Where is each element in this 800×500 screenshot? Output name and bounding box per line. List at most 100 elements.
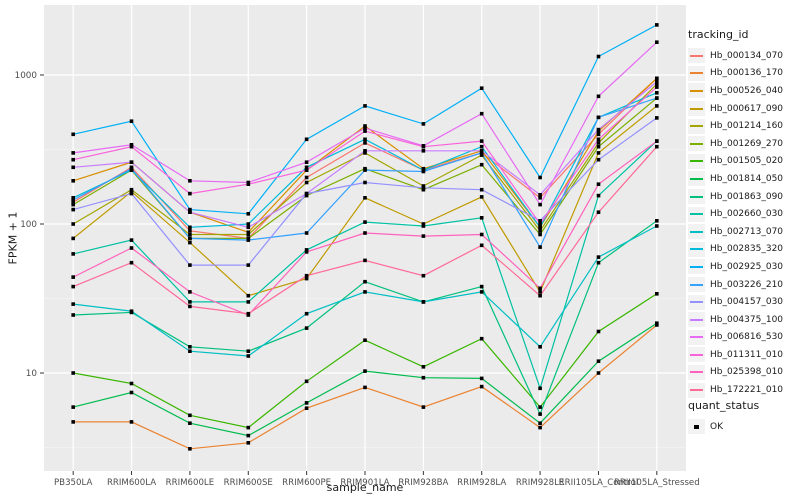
data-point <box>304 276 309 281</box>
data-point <box>596 157 601 162</box>
data-point <box>71 196 75 200</box>
data-point <box>246 349 251 353</box>
data-point <box>596 115 601 120</box>
data-point <box>304 175 309 180</box>
legend-entry: Hb_001214_160 <box>688 117 783 135</box>
data-point <box>71 157 75 162</box>
x-tick-label: RRIM928LE <box>516 478 565 488</box>
data-point <box>538 219 542 223</box>
data-point <box>246 230 251 235</box>
data-point <box>421 300 426 304</box>
data-point <box>421 234 426 238</box>
legend-key <box>688 329 705 345</box>
legend-key <box>688 224 705 240</box>
data-point <box>596 359 601 363</box>
data-point <box>246 212 251 216</box>
data-point <box>538 345 542 349</box>
y-tick-label: 1000 <box>15 71 38 81</box>
data-point <box>596 210 601 214</box>
legend-label: Hb_011311_010 <box>710 349 784 360</box>
data-point <box>71 179 75 183</box>
data-point <box>304 168 309 172</box>
data-point <box>421 273 426 278</box>
point-marker-icon <box>694 424 699 430</box>
data-point <box>71 222 75 226</box>
legend-entry: Hb_025398_010 <box>688 364 783 382</box>
data-point <box>363 279 367 284</box>
legend-key <box>688 48 705 64</box>
data-point <box>655 91 659 95</box>
data-point <box>304 193 309 198</box>
data-point <box>246 433 251 438</box>
data-point <box>188 290 192 294</box>
legend-label: Hb_004375_100 <box>710 314 784 325</box>
data-point <box>479 187 484 192</box>
data-point <box>188 236 192 241</box>
data-point <box>421 222 426 226</box>
data-point <box>421 375 426 380</box>
legend-label: Hb_001863_090 <box>710 191 784 202</box>
data-point <box>188 304 192 309</box>
legend-line-swatch <box>690 265 703 268</box>
legend-title: quant_status <box>688 399 760 412</box>
legend-entry: Hb_001863_090 <box>688 188 783 206</box>
x-tick-label: RRIM600SE <box>224 478 273 488</box>
data-point <box>129 144 134 149</box>
data-point <box>538 386 542 391</box>
data-point <box>188 240 192 245</box>
legend-key <box>688 294 705 310</box>
data-point <box>479 232 484 237</box>
data-point <box>304 160 309 164</box>
data-point <box>596 127 601 132</box>
data-point <box>71 151 75 155</box>
legend-entry: Hb_001505_020 <box>688 153 783 171</box>
data-point <box>479 86 484 90</box>
data-point <box>479 149 484 153</box>
data-point <box>246 425 251 430</box>
data-point <box>304 137 309 142</box>
data-point <box>421 365 426 369</box>
legend-title: tracking_id <box>688 28 749 41</box>
legend-key <box>688 347 705 363</box>
data-point <box>129 390 134 395</box>
data-point <box>304 248 309 252</box>
legend-line-swatch <box>690 318 703 321</box>
legend-label: Hb_002660_030 <box>710 209 784 220</box>
data-point <box>246 182 251 186</box>
legend-entry: Hb_001814_050 <box>688 170 783 188</box>
data-point <box>538 425 542 430</box>
legend-entry: Hb_006816_530 <box>688 329 783 347</box>
data-point <box>363 258 367 263</box>
data-point <box>71 420 75 424</box>
legend-line-swatch <box>690 54 703 57</box>
legend-key <box>688 153 705 169</box>
data-point <box>304 273 309 278</box>
x-tick-label: RRIM600LE <box>166 478 215 488</box>
data-point <box>655 82 659 86</box>
data-point <box>363 369 367 373</box>
data-point <box>304 326 309 330</box>
data-point <box>596 371 601 375</box>
data-point <box>71 275 75 279</box>
data-point <box>129 166 134 171</box>
data-point <box>129 191 134 196</box>
legend-label: Hb_003226_210 <box>710 279 784 290</box>
data-point <box>363 290 367 294</box>
data-point <box>479 162 484 167</box>
data-point <box>596 137 601 142</box>
data-point <box>479 376 484 381</box>
data-point <box>188 179 192 183</box>
legend-line-swatch <box>690 195 703 198</box>
legend-line-swatch <box>690 371 703 374</box>
data-point <box>596 94 601 99</box>
data-point <box>71 284 75 289</box>
data-point <box>188 349 192 353</box>
data-point <box>188 225 192 230</box>
legend-line-swatch <box>690 336 703 339</box>
data-point <box>304 250 309 254</box>
data-point <box>538 405 542 409</box>
data-point <box>596 132 601 137</box>
legend-line-swatch <box>690 125 703 128</box>
data-point <box>538 225 542 230</box>
